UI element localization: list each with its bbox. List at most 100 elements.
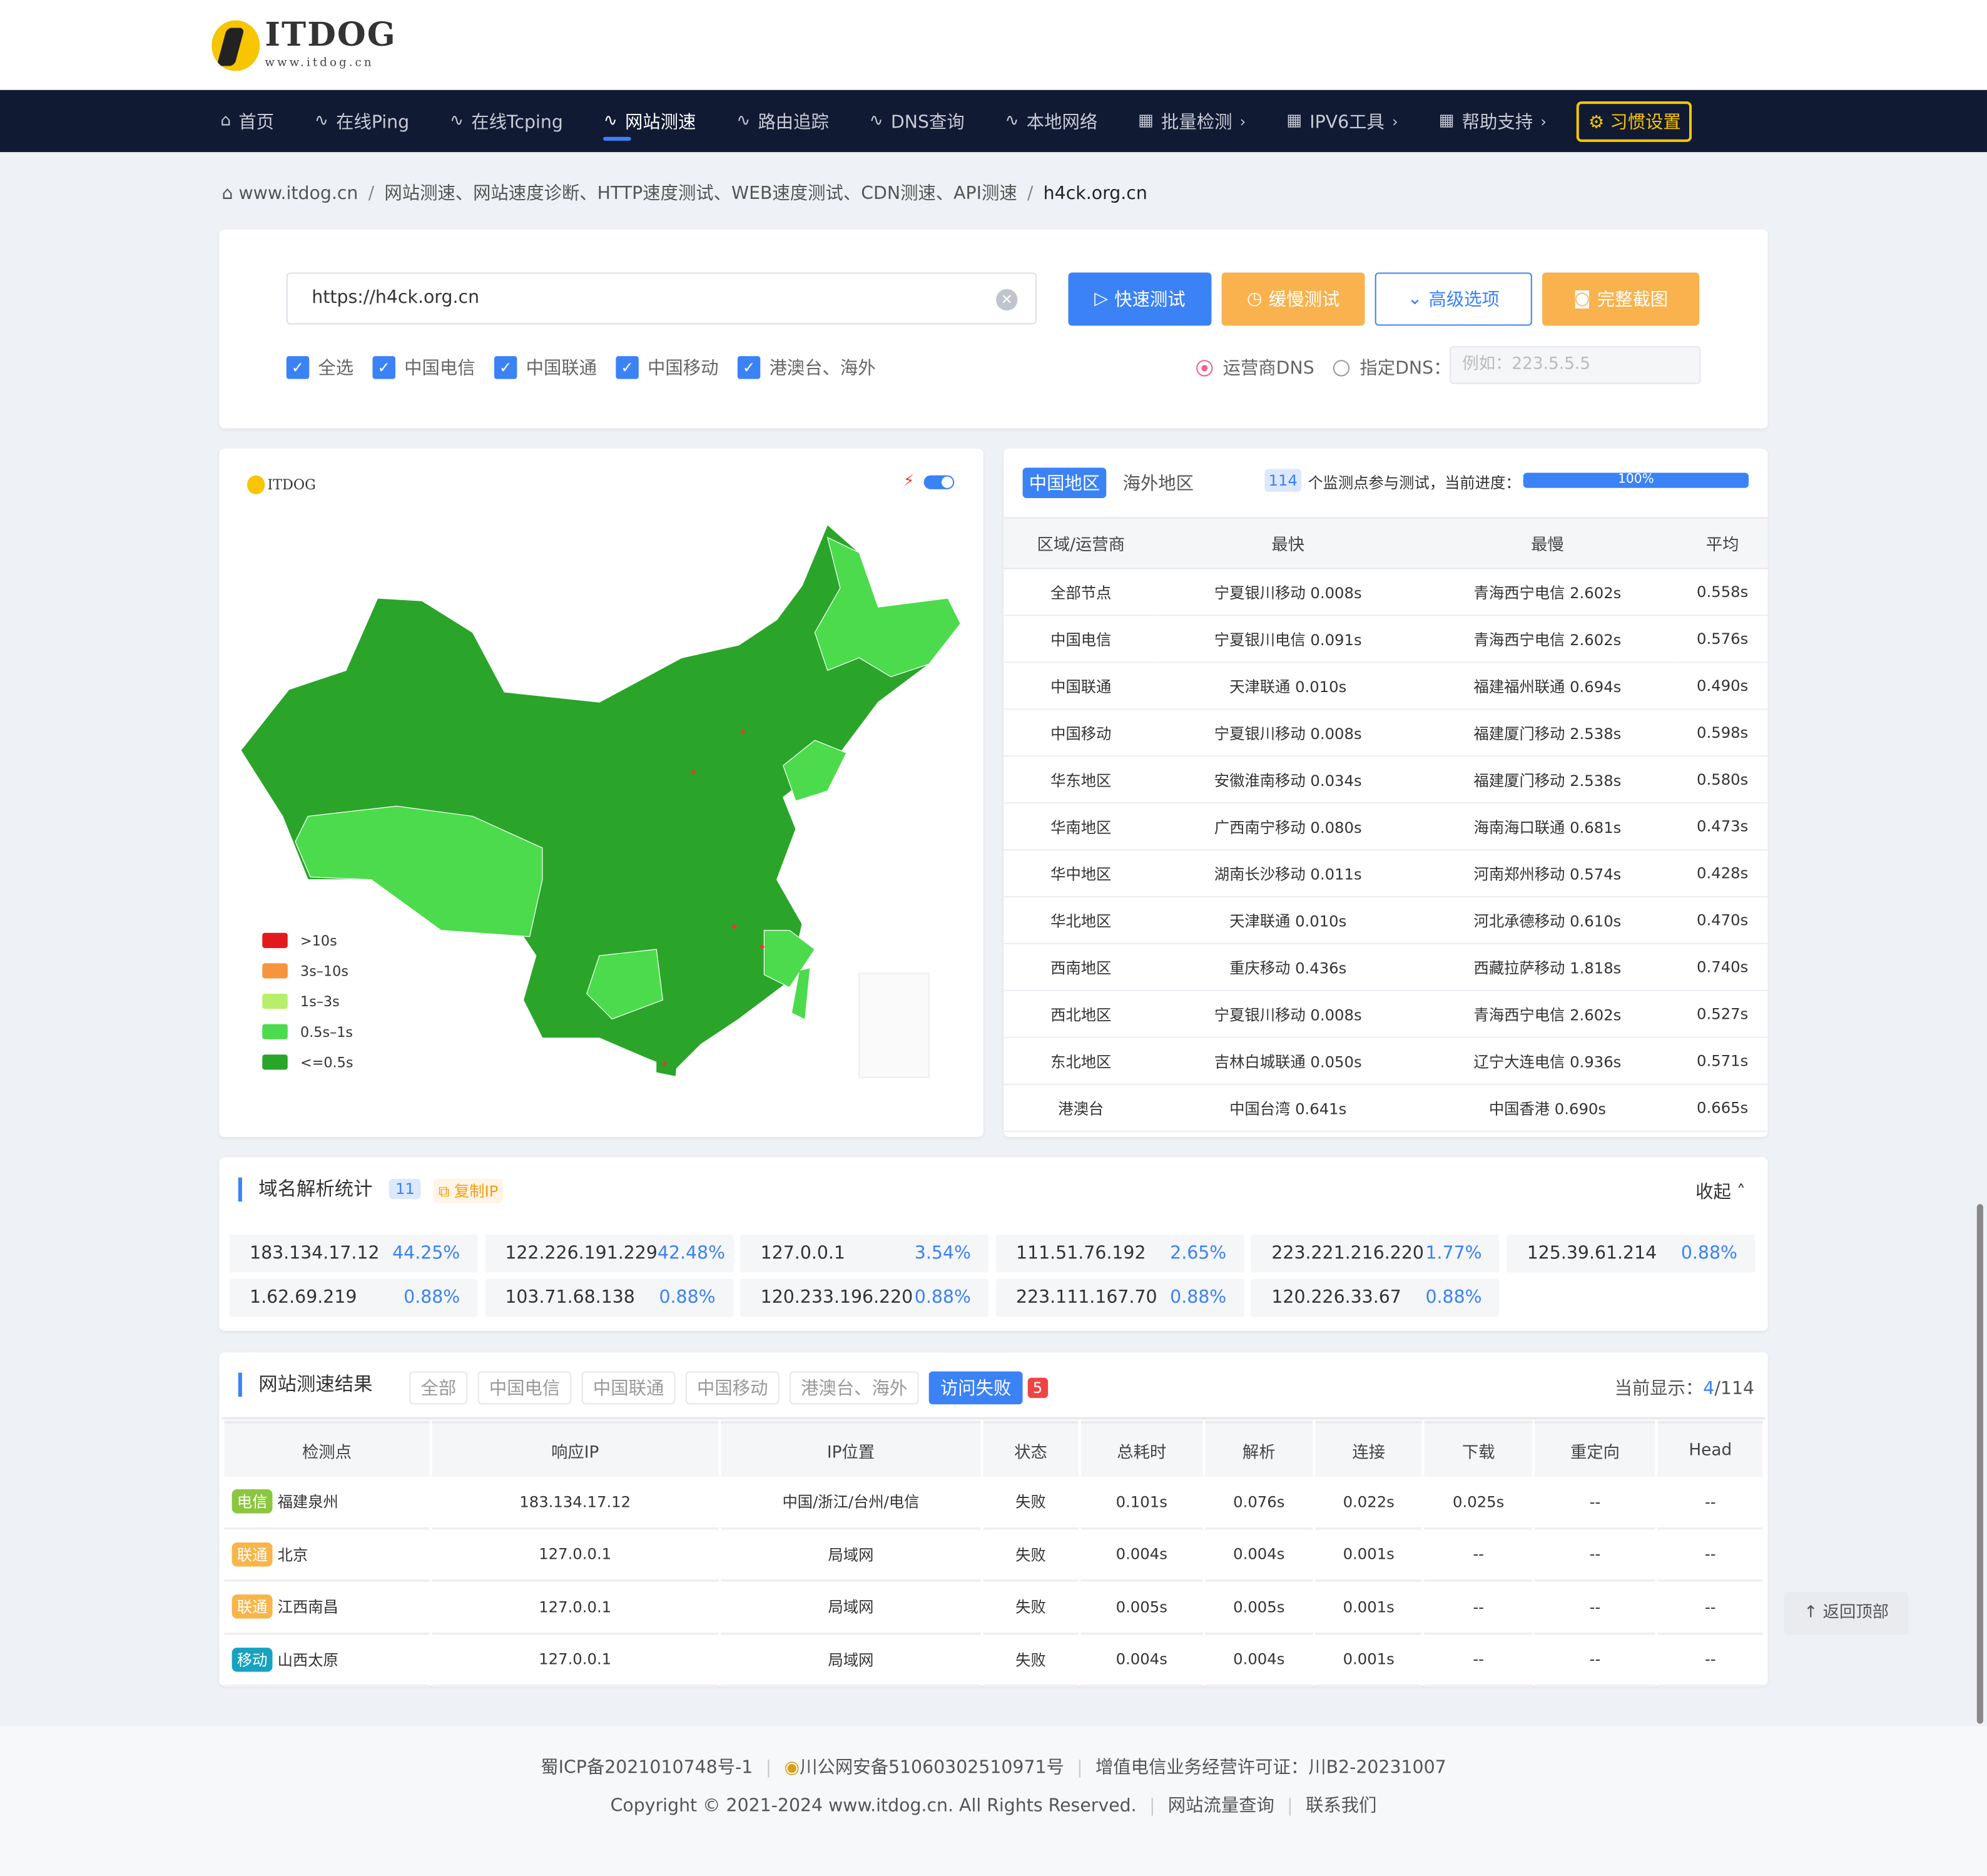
table-row: 联通 江西南昌 127.0.0.1 局域网 失败 0.005s 0.005s 0.001s --… — [224, 1582, 1763, 1634]
logo[interactable]: ITDOG www.itdog.cn — [211, 19, 397, 71]
table-row: 全部节点 宁夏银川移动 0.008s 青海西宁电信 2.602s 0.558s — [1004, 568, 1768, 616]
table-row: 西北地区 宁夏银川移动 0.008s 青海西宁电信 2.602s 0.527s — [1004, 990, 1768, 1038]
dns-count-badge: 11 — [389, 1178, 422, 1200]
svg-text:✦: ✦ — [758, 941, 766, 953]
home-icon: ⌂ — [221, 183, 239, 205]
advanced-options-button[interactable]: ⌄ 高级选项 — [1375, 272, 1532, 326]
home-icon: ⌂ — [220, 111, 231, 131]
legend-item: 1s–3s — [262, 986, 353, 1017]
nav-item[interactable]: ⌂ 首页 — [220, 111, 275, 133]
results-table: 检测点 响应IP IP位置 状态 总耗时 解析 连接 下载 重定向 Head 电信 福建泉州 183.1… — [221, 1420, 1765, 1687]
nav-item[interactable]: ▦ 帮助支持 › — [1438, 111, 1547, 133]
filter-tab[interactable]: 中国电信 — [477, 1371, 572, 1405]
legend-item: 0.5s–1s — [262, 1016, 353, 1047]
table-row: 华南地区 广西南宁移动 0.080s 海南海口联通 0.681s 0.473s — [1004, 803, 1768, 851]
clock-icon: ◷ — [1246, 288, 1263, 310]
habit-settings-button[interactable]: ⚙ 习惯设置 — [1577, 101, 1692, 141]
dns-ip-item[interactable]: 120.226.33.67 0.88% — [1251, 1278, 1500, 1317]
checkbox-3[interactable]: ✓ 中国移动 — [616, 355, 718, 380]
breadcrumb: ⌂ www.itdog.cn / 网站测速、网站速度诊断、HTTP速度测试、WEB速… — [221, 183, 1147, 205]
dns-ip-item[interactable]: 120.233.196.220 0.88% — [740, 1278, 989, 1317]
tab-china[interactable]: 中国地区 — [1022, 467, 1107, 499]
clear-icon[interactable]: ✕ — [996, 288, 1018, 311]
dns-ip-item[interactable]: 125.39.61.214 0.88% — [1507, 1234, 1756, 1273]
pulse-icon: ∿ — [314, 111, 328, 131]
custom-dns-radio[interactable]: 指定DNS： — [1333, 355, 1451, 380]
filter-tab-failed[interactable]: 访问失败 — [928, 1371, 1023, 1405]
filter-tab[interactable]: 全部 — [409, 1371, 468, 1405]
filter-tab[interactable]: 中国移动 — [685, 1371, 780, 1405]
main-nav: ⌂ 首页 ∿ 在线Ping ∿ 在线Tcping ∿ 网站测速 ∿ 路由追踪 ∿ DNS查询 ∿ 本地网络… — [0, 89, 1987, 153]
custom-dns-input[interactable]: 例如：223.5.5.5 — [1450, 345, 1701, 384]
nav-item[interactable]: ∿ 路由追踪 — [736, 111, 829, 133]
play-icon: ▷ — [1094, 288, 1109, 310]
scrollbar[interactable] — [1976, 1204, 1983, 1724]
collapse-button[interactable]: 收起 ˄ — [1695, 1182, 1746, 1203]
copy-ip-button[interactable]: ⧉ 复制IP — [433, 1178, 504, 1203]
dns-ip-item[interactable]: 223.221.216.220 1.77% — [1251, 1234, 1500, 1273]
dns-ip-item[interactable]: 111.51.76.192 2.65% — [995, 1234, 1244, 1273]
map-region-heilongjiang — [814, 536, 962, 678]
breadcrumb-home[interactable]: www.itdog.cn — [238, 183, 358, 205]
checkbox-0[interactable]: ✓ 全选 — [286, 355, 353, 380]
search-card — [219, 229, 1768, 429]
realtime-toggle[interactable] — [923, 475, 955, 489]
back-to-top-button[interactable]: ↑ 返回顶部 — [1784, 1592, 1909, 1635]
isp-dns-radio[interactable]: 运营商DNS — [1196, 355, 1314, 380]
isp-badge: 移动 — [231, 1647, 273, 1672]
nav-item[interactable]: ∿ 在线Tcping — [449, 111, 563, 133]
dns-ip-item[interactable]: 223.111.167.70 0.88% — [995, 1278, 1244, 1317]
checkbox-1[interactable]: ✓ 中国电信 — [372, 355, 475, 380]
column-header: IP位置 — [720, 1420, 982, 1477]
traffic-link[interactable]: 网站流量查询 — [1167, 1796, 1274, 1817]
dns-ip-item[interactable]: 1.62.69.219 0.88% — [229, 1278, 478, 1317]
dns-ip-item[interactable]: 122.226.191.229 42.48% — [484, 1234, 733, 1273]
column-header: 检测点 — [224, 1420, 430, 1477]
dns-ip-item[interactable]: 183.134.17.12 44.25% — [229, 1234, 478, 1273]
nav-item[interactable]: ▦ 批量检测 › — [1137, 111, 1246, 133]
checkbox-2[interactable]: ✓ 中国联通 — [494, 355, 597, 380]
checkbox-4[interactable]: ✓ 港澳台、海外 — [737, 355, 876, 380]
results-title: 网站测速结果 — [238, 1372, 373, 1397]
column-header: 区域/运营商 — [1004, 517, 1159, 569]
fast-test-button[interactable]: ▷ 快速测试 — [1068, 272, 1212, 326]
contact-link[interactable]: 联系我们 — [1305, 1796, 1377, 1817]
column-header: 重定向 — [1534, 1420, 1655, 1477]
icp-link[interactable]: 蜀ICP备2021010748号-1 — [541, 1758, 753, 1778]
nav-item[interactable]: ∿ 网站测速 — [603, 90, 696, 152]
china-map[interactable]: ✦ ✦ ✦ ✦ ✦ — [219, 499, 983, 1108]
url-input[interactable]: https://h4ck.org.cn ✕ — [286, 272, 1037, 325]
slow-test-button[interactable]: ◷ 缓慢测试 — [1221, 272, 1365, 326]
copy-icon: ⧉ — [438, 1182, 454, 1201]
progress-fill: 100% — [1523, 472, 1749, 488]
filter-tab[interactable]: 港澳台、海外 — [789, 1371, 919, 1405]
footer-line2: Copyright © 2021-2024 www.itdog.cn. All … — [610, 1796, 1377, 1817]
nav-item[interactable]: ▦ IPV6工具 › — [1286, 111, 1398, 133]
dns-ip-item[interactable]: 127.0.0.1 3.54% — [740, 1234, 989, 1273]
progress-bar: 100% — [1523, 472, 1749, 488]
police-link[interactable]: 川公网安备51060302510971号 — [800, 1758, 1064, 1778]
dns-stats-title: 域名解析统计 — [238, 1177, 373, 1202]
breadcrumb-section[interactable]: 网站测速、网站速度诊断、HTTP速度测试、WEB速度测试、CDN测速、API测速 — [384, 183, 1017, 205]
svg-text:✦: ✦ — [689, 767, 698, 778]
nav-item[interactable]: ∿ 在线Ping — [314, 111, 410, 133]
south-china-sea-inset — [858, 972, 930, 1078]
pulse-icon: ∿ — [449, 111, 464, 131]
table-row: 中国电信 宁夏银川电信 0.091s 青海西宁电信 2.602s 0.576s — [1004, 615, 1768, 663]
nav-item[interactable]: ∿ DNS查询 — [869, 111, 965, 133]
tab-overseas[interactable]: 海外地区 — [1122, 474, 1194, 494]
dns-ip-item[interactable]: 103.71.68.138 0.88% — [484, 1278, 733, 1317]
node-count-badge: 114 — [1264, 469, 1301, 492]
filter-tab[interactable]: 中国联通 — [581, 1371, 676, 1405]
result-filters: 全部 中国电信 中国联通 中国移动 港澳台、海外 访问失败 5 — [409, 1371, 1048, 1405]
grid-icon: ▦ — [1286, 111, 1303, 131]
column-header: 响应IP — [432, 1420, 718, 1477]
lightning-icon: ⚡ — [903, 471, 915, 489]
gear-icon: ⚙ — [1588, 112, 1610, 133]
screenshot-button[interactable]: ◙ 完整截图 — [1542, 272, 1700, 326]
isp-badge: 联通 — [231, 1542, 273, 1567]
radio-selected-icon — [1196, 359, 1213, 376]
nav-item[interactable]: ∿ 本地网络 — [1005, 111, 1098, 133]
map-legend: >10s 3s–10s 1s–3s 0.5s–1s <=0.5s — [262, 925, 353, 1078]
checkmark-icon: ✓ — [737, 356, 761, 379]
